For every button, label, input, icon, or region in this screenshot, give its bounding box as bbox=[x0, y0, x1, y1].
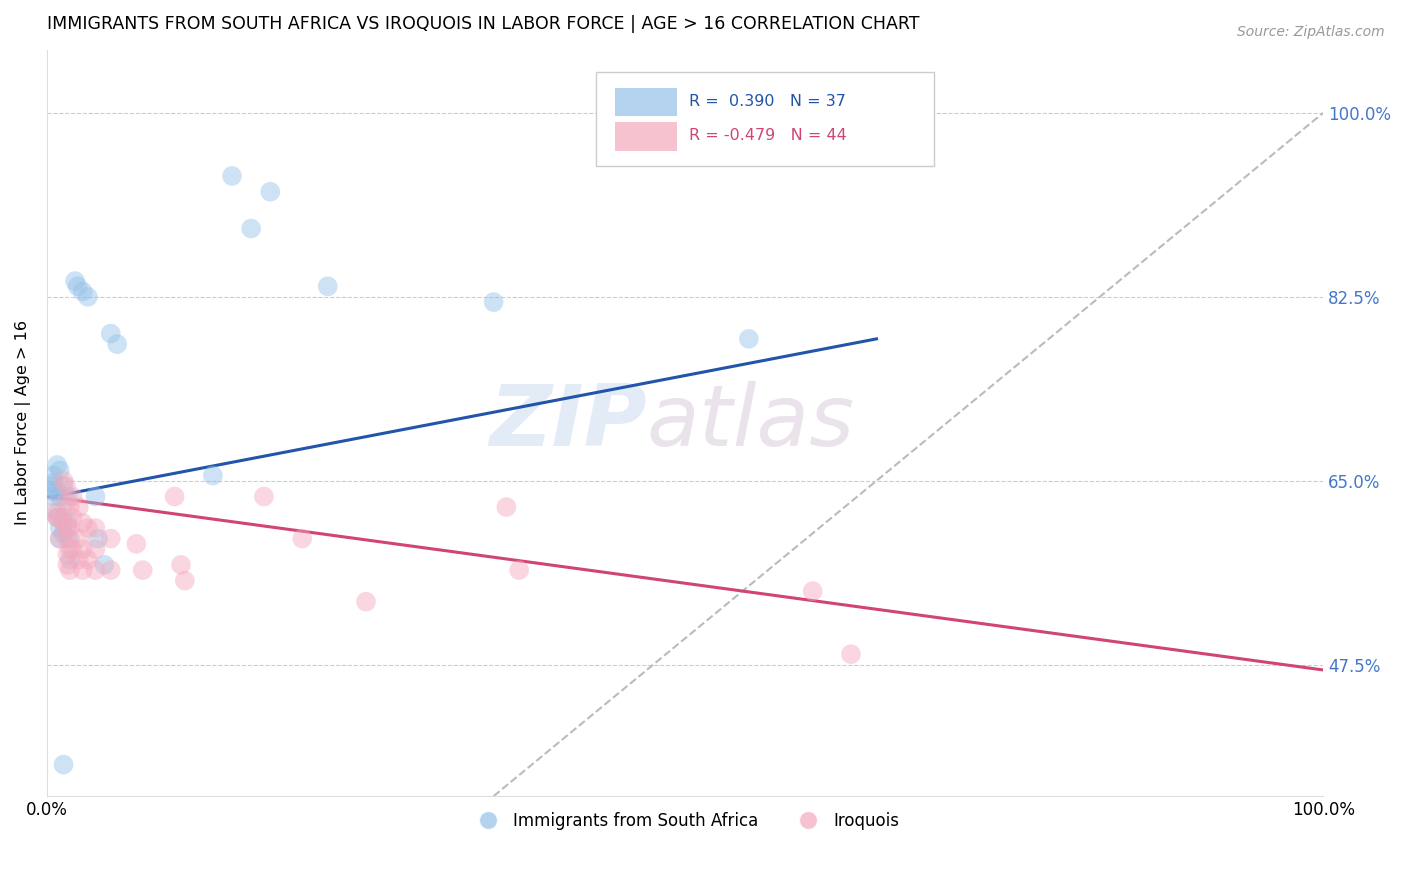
Point bbox=[52, 479, 75, 493]
Point bbox=[84, 542, 107, 557]
Point bbox=[56, 521, 79, 535]
Point bbox=[55, 495, 77, 509]
FancyBboxPatch shape bbox=[596, 72, 934, 166]
Point bbox=[52, 510, 75, 524]
Point bbox=[354, 594, 377, 608]
Point bbox=[170, 558, 193, 572]
Point bbox=[62, 510, 84, 524]
Point bbox=[56, 532, 79, 546]
Point bbox=[48, 463, 70, 477]
Point bbox=[56, 558, 79, 572]
Point bbox=[42, 484, 65, 499]
Point bbox=[100, 563, 122, 577]
Point bbox=[105, 337, 128, 351]
Point bbox=[59, 563, 82, 577]
FancyBboxPatch shape bbox=[614, 88, 678, 116]
Text: Source: ZipAtlas.com: Source: ZipAtlas.com bbox=[1237, 25, 1385, 39]
Point bbox=[76, 521, 98, 535]
Point bbox=[253, 490, 276, 504]
Point bbox=[42, 479, 65, 493]
Point bbox=[59, 521, 82, 535]
Point bbox=[67, 500, 90, 514]
Point bbox=[42, 490, 65, 504]
Point bbox=[72, 285, 94, 299]
Point bbox=[66, 279, 89, 293]
Point bbox=[495, 500, 517, 514]
Point bbox=[59, 500, 82, 514]
Point bbox=[56, 516, 79, 530]
Point bbox=[42, 468, 65, 483]
Point bbox=[87, 532, 110, 546]
Point bbox=[48, 532, 70, 546]
Y-axis label: In Labor Force | Age > 16: In Labor Force | Age > 16 bbox=[15, 320, 31, 525]
Point bbox=[46, 458, 69, 472]
FancyBboxPatch shape bbox=[614, 122, 678, 151]
Text: atlas: atlas bbox=[647, 382, 855, 465]
Point bbox=[100, 326, 122, 341]
Point bbox=[62, 542, 84, 557]
Point bbox=[67, 532, 90, 546]
Point bbox=[46, 510, 69, 524]
Point bbox=[56, 547, 79, 561]
Point bbox=[738, 332, 761, 346]
Point bbox=[72, 563, 94, 577]
Point bbox=[84, 490, 107, 504]
Point bbox=[59, 552, 82, 566]
Point bbox=[42, 475, 65, 490]
Point bbox=[72, 516, 94, 530]
Text: ZIP: ZIP bbox=[489, 382, 647, 465]
Point bbox=[48, 532, 70, 546]
Point bbox=[42, 505, 65, 519]
Point bbox=[125, 537, 148, 551]
Point bbox=[316, 279, 339, 293]
Point bbox=[59, 532, 82, 546]
Point bbox=[67, 552, 90, 566]
Point bbox=[291, 532, 314, 546]
Point bbox=[508, 563, 530, 577]
Point bbox=[52, 526, 75, 541]
Point bbox=[52, 516, 75, 530]
Point bbox=[56, 490, 79, 504]
Point bbox=[76, 290, 98, 304]
Point bbox=[482, 295, 505, 310]
Point bbox=[48, 510, 70, 524]
Text: R = -0.479   N = 44: R = -0.479 N = 44 bbox=[689, 128, 846, 143]
Point bbox=[76, 552, 98, 566]
Text: IMMIGRANTS FROM SOUTH AFRICA VS IROQUOIS IN LABOR FORCE | AGE > 16 CORRELATION C: IMMIGRANTS FROM SOUTH AFRICA VS IROQUOIS… bbox=[46, 15, 920, 33]
Point bbox=[84, 563, 107, 577]
Point bbox=[201, 468, 224, 483]
Point bbox=[48, 490, 70, 504]
Point bbox=[59, 542, 82, 557]
Point bbox=[240, 221, 263, 235]
Point bbox=[52, 474, 75, 488]
Point bbox=[62, 490, 84, 504]
Point bbox=[46, 505, 69, 519]
Point bbox=[259, 185, 281, 199]
Point bbox=[839, 647, 862, 661]
Point bbox=[46, 484, 69, 499]
Point bbox=[131, 563, 153, 577]
Point bbox=[52, 757, 75, 772]
Point bbox=[163, 490, 186, 504]
Point bbox=[55, 479, 77, 493]
Point bbox=[93, 558, 115, 572]
Point bbox=[221, 169, 243, 183]
Point bbox=[801, 584, 824, 599]
Point bbox=[173, 574, 195, 588]
Point bbox=[84, 521, 107, 535]
Legend: Immigrants from South Africa, Iroquois: Immigrants from South Africa, Iroquois bbox=[464, 805, 905, 837]
Text: R =  0.390   N = 37: R = 0.390 N = 37 bbox=[689, 94, 846, 109]
Point bbox=[46, 510, 69, 524]
Point bbox=[48, 521, 70, 535]
Point bbox=[63, 274, 86, 288]
Point bbox=[100, 532, 122, 546]
Point bbox=[72, 542, 94, 557]
